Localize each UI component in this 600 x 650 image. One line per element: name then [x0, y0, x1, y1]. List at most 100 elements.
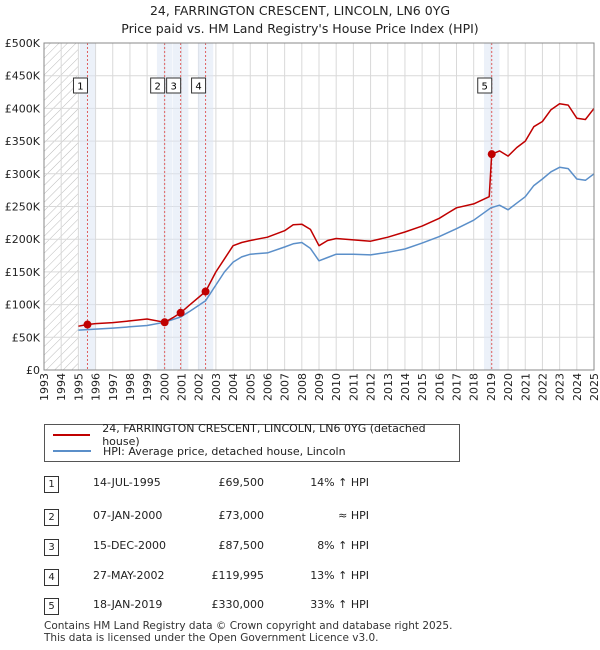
x-tick-label: 2025 [588, 373, 600, 401]
y-tick-label: £400K [5, 102, 41, 115]
transaction-number: 5 [44, 598, 59, 615]
x-tick-label: 2017 [451, 373, 464, 401]
x-tick-label: 2008 [296, 373, 309, 401]
x-tick-label: 2005 [244, 373, 257, 401]
sale-band [484, 43, 500, 370]
transaction-date: 27-MAY-2002 [93, 569, 165, 582]
x-tick-label: 1999 [141, 373, 154, 401]
sale-band [79, 43, 96, 370]
x-tick-label: 2014 [399, 373, 412, 401]
transaction-number: 2 [44, 509, 59, 526]
x-tick-label: 1995 [72, 373, 85, 401]
y-tick-label: £150K [5, 266, 41, 279]
footer-line-2: This data is licensed under the Open Gov… [44, 632, 379, 644]
sale-marker-box [72, 77, 88, 94]
chart-legend: 24, FARRINGTON CRESCENT, LINCOLN, LN6 0Y… [44, 422, 460, 462]
transaction-hpi: 8% ↑ HPI [317, 539, 369, 552]
sale-marker-number: 5 [482, 82, 488, 93]
sale-marker-box [477, 77, 493, 94]
sale-point [487, 150, 496, 159]
sale-marker-number: 3 [170, 82, 176, 93]
transaction-hpi: ≈ HPI [338, 509, 369, 522]
transaction-date: 18-JAN-2019 [93, 598, 163, 611]
table-row: 3 15-DEC-2000 £87,500 8% ↑ HPI [0, 537, 600, 557]
sale-marker-box [166, 77, 182, 94]
transaction-hpi: 14% ↑ HPI [310, 476, 369, 489]
x-tick-label: 2018 [468, 373, 481, 401]
x-tick-label: 1998 [124, 373, 137, 401]
x-tick-label: 2004 [227, 373, 240, 401]
y-tick-label: £500K [5, 37, 41, 50]
sale-point [83, 320, 92, 329]
sale-marker-box [150, 77, 166, 94]
sale-marker-box [191, 77, 207, 94]
x-tick-label: 2012 [365, 373, 378, 401]
transaction-date: 07-JAN-2000 [93, 509, 163, 522]
x-tick-label: 2016 [433, 373, 446, 401]
transaction-number: 1 [44, 476, 59, 493]
footer-line-1: Contains HM Land Registry data © Crown c… [44, 620, 453, 632]
y-tick-label: £100K [5, 299, 41, 312]
transaction-date: 15-DEC-2000 [93, 539, 167, 552]
x-tick-label: 2007 [279, 373, 292, 401]
x-tick-label: 1997 [107, 373, 120, 401]
x-tick-label: 2015 [416, 373, 429, 401]
sale-band [156, 43, 173, 370]
legend-item-property: 24, FARRINGTON CRESCENT, LINCOLN, LN6 0Y… [53, 422, 459, 448]
legend-label-property: 24, FARRINGTON CRESCENT, LINCOLN, LN6 0Y… [102, 422, 426, 448]
x-tick-label: 2021 [519, 373, 532, 401]
y-tick-label: £200K [5, 233, 41, 246]
transaction-price: £69,500 [218, 476, 265, 489]
sale-marker-number: 2 [154, 82, 160, 93]
y-tick-label: £300K [5, 168, 41, 181]
sale-marker-label: 2 [150, 77, 166, 94]
transaction-hpi: 33% ↑ HPI [310, 598, 369, 611]
x-tick-label: 2009 [313, 373, 326, 401]
x-tick-label: 1996 [90, 373, 103, 401]
sale-marker-label: 4 [191, 77, 207, 94]
transaction-price: £87,500 [218, 539, 265, 552]
x-tick-label: 1994 [55, 373, 68, 401]
y-tick-label: £350K [5, 135, 41, 148]
sale-band [172, 43, 189, 370]
y-tick-label: £450K [5, 70, 41, 83]
chart-title-line1: 24, FARRINGTON CRESCENT, LINCOLN, LN6 0Y… [149, 3, 451, 18]
x-tick-label: 2002 [193, 373, 206, 401]
sale-band [197, 43, 214, 370]
legend-swatch-property [53, 434, 91, 436]
legend-item-hpi: HPI: Average price, detached house, Linc… [53, 443, 346, 459]
transaction-hpi: 13% ↑ HPI [310, 569, 369, 582]
table-row: 4 27-MAY-2002 £119,995 13% ↑ HPI [0, 567, 600, 587]
sale-marker-number: 1 [77, 82, 83, 93]
table-row: 5 18-JAN-2019 £330,000 33% ↑ HPI [0, 596, 600, 616]
x-tick-label: 2019 [485, 373, 498, 401]
transaction-number: 4 [44, 569, 59, 586]
y-tick-label: £50K [12, 331, 41, 344]
transaction-date: 14-JUL-1995 [93, 476, 161, 489]
sale-point [176, 308, 185, 317]
legend-swatch-hpi [53, 450, 91, 452]
sale-marker-label: 5 [477, 77, 493, 94]
x-tick-label: 2003 [210, 373, 223, 401]
transaction-price: £330,000 [211, 598, 265, 611]
plot-frame [43, 42, 595, 371]
sale-marker-number: 4 [195, 82, 201, 93]
x-tick-label: 2000 [158, 373, 171, 401]
y-tick-label: £0 [26, 364, 40, 377]
sale-point [160, 318, 169, 327]
legend-label-hpi: HPI: Average price, detached house, Linc… [103, 444, 346, 458]
x-tick-label: 2006 [261, 373, 274, 401]
transaction-number: 3 [44, 539, 59, 556]
footer-note: Contains HM Land Registry data © Crown c… [44, 620, 452, 644]
transaction-price: £119,995 [211, 569, 265, 582]
x-tick-label: 2020 [502, 373, 515, 401]
x-tick-label: 2023 [554, 373, 567, 401]
x-tick-label: 2024 [571, 373, 584, 401]
x-tick-label: 2013 [382, 373, 395, 401]
x-tick-label: 2022 [536, 373, 549, 401]
transaction-price: £73,000 [218, 509, 265, 522]
sale-point [201, 287, 210, 296]
chart-title-line2: Price paid vs. HM Land Registry's House … [121, 21, 479, 36]
hpi-line [78, 166, 595, 331]
